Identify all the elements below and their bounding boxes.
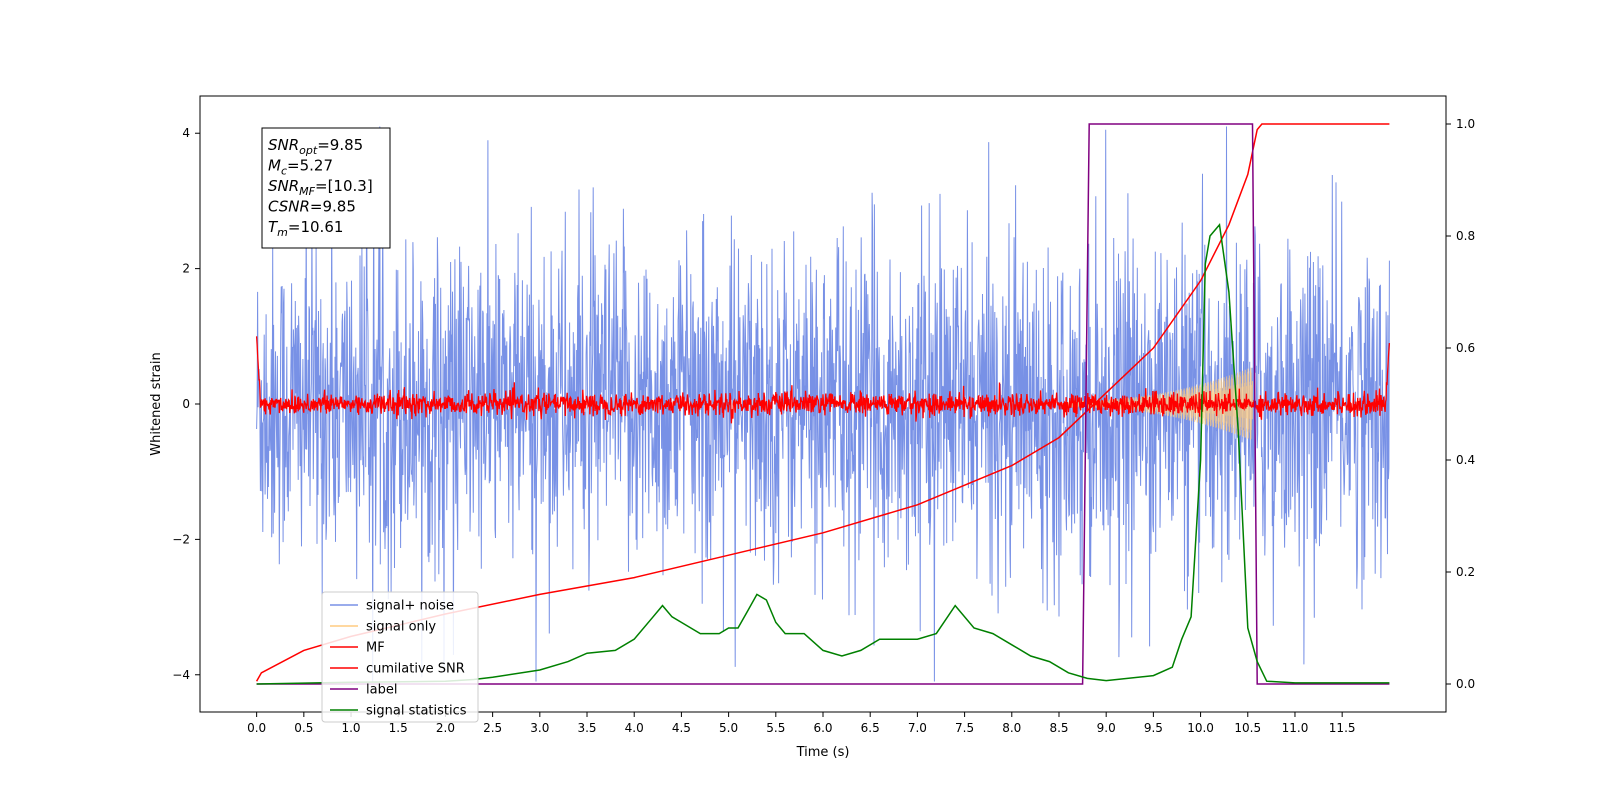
legend-label: label (366, 683, 397, 698)
y-tick-label: −2 (172, 532, 190, 546)
series-mf (255, 336, 1391, 424)
x-tick-label: 11.5 (1329, 721, 1356, 735)
series-label (256, 123, 1390, 685)
x-axis: 0.0 0.5 1.0 1.5 2.0 2.5 3.0 3.5 4.0 4.5 5.0 5.5 6.0 6… (247, 712, 1356, 735)
annotation-sub: m (277, 226, 288, 239)
annotation-value: =10.61 (288, 218, 344, 236)
annotation-base: CSNR (268, 198, 310, 216)
y-right-tick-label: 1.0 (1456, 117, 1475, 131)
y-right-tick-label: 0.6 (1456, 341, 1475, 355)
x-tick-label: 2.0 (436, 721, 455, 735)
annotation-base: SNR (268, 136, 299, 154)
legend-label: cumilative SNR (366, 662, 465, 677)
x-tick-label: 3.0 (530, 721, 549, 735)
x-tick-label: 0.0 (247, 721, 266, 735)
legend-label: signal+ noise (366, 599, 454, 614)
series-signal-noise (256, 126, 1390, 682)
x-tick-label: 6.0 (813, 721, 832, 735)
y-tick-label: 4 (182, 126, 190, 140)
x-tick-label: 3.5 (577, 721, 596, 735)
y-tick-label: 2 (182, 262, 190, 276)
x-tick-label: 0.5 (294, 721, 313, 735)
stats-annotation-box: SNRopt=9.85Mc=5.27SNRMF=[10.3]CSNR=9.85T… (261, 127, 391, 249)
annotation-line: SNRMF=[10.3] (268, 177, 373, 198)
x-tick-label: 11.0 (1282, 721, 1309, 735)
x-tick-label: 9.0 (1097, 721, 1116, 735)
x-tick-label: 4.5 (672, 721, 691, 735)
annotation-base: SNR (268, 177, 299, 195)
y-right-tick-label: 0.2 (1456, 565, 1475, 579)
x-tick-label: 8.0 (1002, 721, 1021, 735)
annotation-line: SNRopt=9.85 (268, 136, 363, 157)
annotation-frame (261, 127, 391, 249)
x-tick-label: 6.5 (861, 721, 880, 735)
y-tick-label: −4 (172, 668, 190, 682)
x-tick-label: 10.0 (1187, 721, 1214, 735)
annotation-sub: c (281, 165, 287, 178)
x-tick-label: 1.5 (389, 721, 408, 735)
annotation-value: =5.27 (287, 157, 333, 175)
annotation-sub: opt (299, 144, 318, 157)
y-right-tick-label: 0.4 (1456, 453, 1475, 467)
x-axis-label: Time (s) (796, 745, 850, 760)
x-tick-label: 10.5 (1234, 721, 1261, 735)
x-tick-label: 4.0 (625, 721, 644, 735)
y-tick-label: 0 (182, 397, 190, 411)
annotation-value: =9.85 (310, 198, 356, 216)
y-axis-right: 0.0 0.2 0.4 0.6 0.8 1.0 (1446, 117, 1475, 691)
y-axis-label: Whitened strain (149, 352, 164, 455)
x-tick-label: 2.5 (483, 721, 502, 735)
x-tick-label: 5.5 (766, 721, 785, 735)
series-signal-statistics (256, 223, 1390, 685)
annotation-value: =9.85 (317, 136, 363, 154)
x-tick-label: 9.5 (1144, 721, 1163, 735)
legend-label: signal statistics (366, 704, 467, 719)
x-tick-label: 7.0 (908, 721, 927, 735)
annotation-value: =[10.3] (315, 177, 373, 195)
annotation-line: CSNR=9.85 (268, 198, 356, 216)
x-tick-label: 1.0 (341, 721, 360, 735)
x-tick-label: 8.5 (1049, 721, 1068, 735)
x-tick-label: 5.0 (719, 721, 738, 735)
annotation-base: M (268, 157, 281, 175)
x-tick-label: 7.5 (955, 721, 974, 735)
legend-label: signal only (366, 620, 436, 635)
annotation-sub: MF (299, 185, 315, 198)
annotation-base: T (268, 218, 279, 236)
annotation-line: Mc=5.27 (268, 157, 333, 178)
y-right-tick-label: 0.0 (1456, 677, 1475, 691)
y-right-tick-label: 0.8 (1456, 229, 1475, 243)
legend-label: MF (366, 641, 385, 656)
annotation-line: Tm=10.61 (268, 218, 343, 239)
legend-frame (321, 591, 479, 723)
y-axis-left: −4 −2 0 2 4 (172, 126, 200, 682)
legend: signal+ noise signal only MF cumilative SNR… (321, 591, 479, 723)
